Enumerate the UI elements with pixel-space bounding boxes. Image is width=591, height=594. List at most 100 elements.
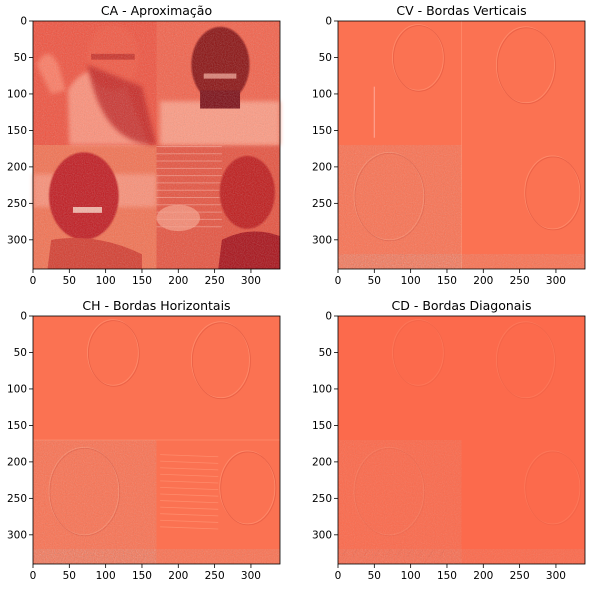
- edge-horizontal: [160, 480, 219, 484]
- cd-background: [338, 316, 585, 564]
- edge-diagonal: [406, 549, 413, 557]
- x-tick-label: 250: [510, 570, 530, 582]
- y-tick-label: 250: [312, 493, 332, 505]
- x-tick-label: 0: [30, 570, 37, 582]
- x-tick-label: 200: [473, 570, 493, 582]
- y-tick-label: 200: [7, 161, 27, 173]
- x-tick-label: 200: [473, 275, 493, 287]
- panel-title: CA - Aproximação: [101, 3, 212, 18]
- y-tick-label: 200: [312, 161, 332, 173]
- x-tick-label: 50: [63, 275, 76, 287]
- edge-diagonal: [341, 549, 348, 557]
- x-tick-label: 50: [368, 275, 381, 287]
- y-tick-label: 50: [14, 347, 27, 359]
- y-tick-label: 300: [312, 529, 332, 541]
- y-tick-label: 0: [20, 16, 27, 28]
- panel-4: CD - Bordas Diagonais 0 50 100 150 200 250 300 0…: [312, 298, 586, 582]
- x-tick-label: 100: [96, 275, 116, 287]
- edge-face-shadow: [49, 447, 121, 537]
- y-tick-label: 0: [20, 311, 27, 323]
- edge-face-shadow: [220, 451, 277, 526]
- panel-title: CV - Bordas Verticais: [396, 3, 526, 18]
- edge-diagonal: [395, 549, 402, 557]
- panel-1: CA - Aproximação 0 50 100 150 200 250 300 0 50 100…: [7, 3, 281, 287]
- edge-horizontal: [160, 493, 219, 497]
- edge-face-outline: [190, 321, 250, 399]
- noise-region-bottom: [33, 549, 280, 564]
- axes-frame: [32, 315, 281, 565]
- y-tick-label: 150: [7, 125, 27, 137]
- ca-face-2: [191, 26, 250, 103]
- noise-region-bottom: [338, 254, 585, 269]
- edge-face-shadow: [393, 320, 445, 387]
- x-tick-label: 300: [546, 275, 566, 287]
- x-tick-label: 150: [132, 275, 152, 287]
- edge-face-shadow: [354, 152, 426, 242]
- cv-edge-traces: [353, 21, 582, 269]
- x-tick-label: 50: [368, 570, 381, 582]
- x-tick-label: 150: [132, 570, 152, 582]
- edge-face-shadow: [191, 322, 251, 400]
- x-tick-label: 100: [401, 570, 421, 582]
- panel-2: CV - Bordas Verticais 0 50 100 150 200 250 300 0…: [312, 3, 586, 287]
- edge-face-outline: [353, 151, 425, 241]
- cd-edge-traces: [341, 319, 582, 557]
- y-tick-label: 150: [312, 125, 332, 137]
- y-tick-label: 100: [312, 383, 332, 395]
- edge-face-shadow: [393, 25, 445, 92]
- x-tick-label: 150: [437, 275, 457, 287]
- axes-frame: [337, 20, 586, 270]
- y-tick-label: 50: [319, 347, 332, 359]
- ca-dark-arm: [87, 64, 157, 145]
- edge-face-outline: [392, 24, 444, 91]
- edge-horizontal: [160, 487, 219, 490]
- axes-frame: [32, 20, 281, 270]
- y-tick-label: 300: [312, 234, 332, 246]
- noise-region-bottom: [338, 549, 585, 564]
- edge-face-outline: [495, 321, 555, 399]
- edge-horizontal: [160, 473, 219, 477]
- edge-diagonal: [384, 549, 391, 557]
- noise-region: [338, 440, 462, 564]
- edge-face-outline: [524, 155, 581, 230]
- edge-face-outline: [219, 450, 276, 525]
- noise-region: [33, 440, 157, 564]
- edge-face-outline: [495, 26, 555, 104]
- ca-smile-3: [72, 207, 103, 213]
- x-tick-label: 50: [63, 570, 76, 582]
- y-tick-label: 0: [325, 311, 332, 323]
- y-tick-label: 250: [7, 493, 27, 505]
- edge-face-shadow: [525, 451, 582, 526]
- panel-title: CD - Bordas Diagonais: [392, 298, 532, 313]
- edge-diagonal: [428, 549, 435, 557]
- ca-face-4: [219, 155, 275, 229]
- y-tick-label: 200: [7, 456, 27, 468]
- x-tick-label: 300: [546, 570, 566, 582]
- edge-face-outline: [353, 446, 425, 536]
- x-tick-label: 0: [335, 275, 342, 287]
- y-tick-label: 150: [7, 420, 27, 432]
- y-tick-label: 100: [312, 88, 332, 100]
- ca-face-3: [48, 152, 119, 240]
- edge-face-shadow: [496, 322, 556, 400]
- ca-shirt-3: [47, 238, 142, 269]
- y-tick-label: 250: [7, 198, 27, 210]
- edge-diagonal: [439, 549, 446, 557]
- edge-diagonal: [352, 549, 358, 557]
- x-tick-label: 0: [335, 570, 342, 582]
- ca-neck-2: [200, 90, 241, 109]
- x-tick-label: 300: [241, 275, 261, 287]
- y-tick-label: 250: [312, 198, 332, 210]
- edge-face-shadow: [88, 320, 140, 387]
- noise-region: [338, 145, 462, 269]
- x-tick-label: 250: [205, 275, 225, 287]
- y-tick-label: 200: [312, 456, 332, 468]
- x-tick-label: 100: [96, 570, 116, 582]
- panel-title: CH - Bordas Horizontais: [82, 298, 230, 313]
- edge-face-outline: [524, 450, 581, 525]
- x-tick-label: 250: [510, 275, 530, 287]
- edge-diagonal: [363, 549, 369, 557]
- edge-horizontal: [160, 454, 219, 458]
- axes-frame: [337, 315, 586, 565]
